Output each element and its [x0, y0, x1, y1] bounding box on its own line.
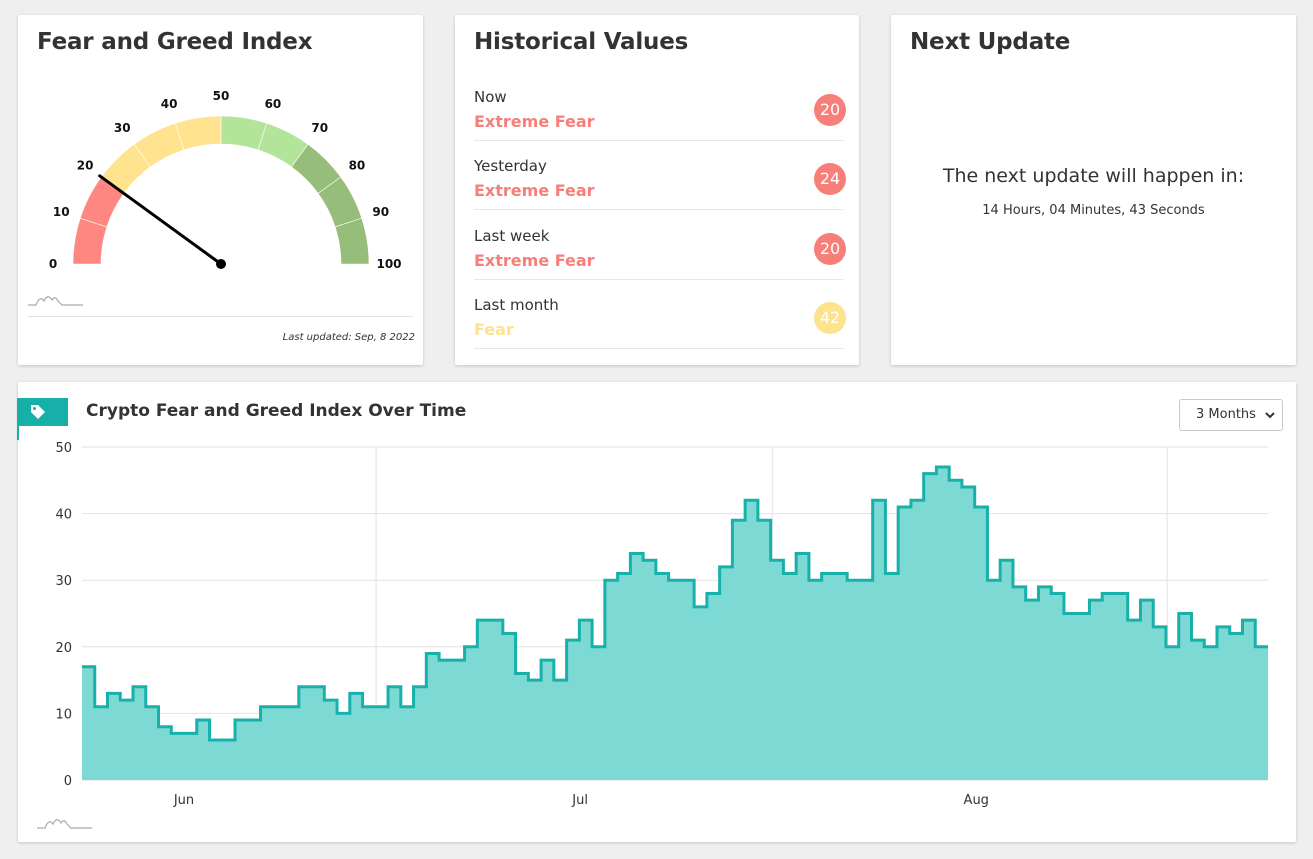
history-value-badge: 24: [814, 163, 846, 195]
gauge-scale-label: 10: [53, 205, 70, 219]
tag-edge: [17, 426, 19, 440]
gauge-scale-label: 100: [376, 257, 401, 271]
history-chart-title: Crypto Fear and Greed Index Over Time: [86, 401, 467, 421]
history-classification: Extreme Fear: [474, 251, 595, 270]
chart-tag: [17, 398, 68, 426]
history-period: Last week: [474, 227, 550, 245]
gauge-scale-label: 80: [349, 158, 366, 172]
gauge-scale-label: 90: [372, 205, 389, 219]
y-tick-label: 10: [55, 707, 72, 722]
gauge-segment: [334, 217, 370, 265]
next-update-card: Next Update The next update will happen …: [891, 15, 1296, 365]
history-row-last-week: Last week Extreme Fear 20: [474, 227, 846, 280]
history-period: Last month: [474, 296, 559, 314]
gauge-scale-label: 70: [311, 121, 328, 135]
gauge-scale-label: 50: [213, 89, 230, 103]
gauge-card-title: Fear and Greed Index: [37, 29, 313, 55]
y-tick-label: 20: [55, 641, 72, 656]
fear-greed-gauge: 0 10 20 30 40 50 60 70 80 90 100: [49, 89, 402, 271]
history-classification: Extreme Fear: [474, 181, 595, 200]
divider: [28, 316, 413, 317]
history-value-badge: 20: [814, 233, 846, 265]
history-period: Yesterday: [474, 157, 547, 175]
history-period: Now: [474, 88, 507, 106]
gauge-scale-label: 30: [114, 121, 131, 135]
history-value-badge: 20: [814, 94, 846, 126]
tag-icon: [31, 405, 45, 419]
last-updated-text: Last updated: Sep, 8 2022: [282, 332, 415, 343]
range-select[interactable]: 3 Months: [1179, 399, 1283, 431]
history-classification: Fear: [474, 320, 514, 339]
history-classification: Extreme Fear: [474, 112, 595, 131]
y-tick-label: 0: [64, 774, 72, 789]
chart-logo-icon: [28, 296, 83, 306]
history-value-badge: 42: [814, 302, 846, 334]
y-tick-label: 50: [55, 441, 72, 456]
next-update-countdown: 14 Hours, 04 Minutes, 43 Seconds: [982, 203, 1205, 218]
history-row-last-month: Last month Fear 42: [474, 296, 846, 349]
gauge-segment: [174, 115, 222, 151]
x-tick-label: Jun: [173, 793, 194, 808]
history-row-yesterday: Yesterday Extreme Fear 24: [474, 157, 846, 210]
next-update-text: The next update will happen in:: [942, 165, 1245, 187]
gauge-needle-pivot: [216, 259, 226, 269]
chevron-down-icon: [1265, 412, 1275, 419]
series-line: [82, 465, 1268, 742]
x-tick-label: Jul: [571, 793, 588, 808]
area-fill: [82, 466, 1268, 780]
y-tick-label: 40: [55, 508, 72, 523]
chart-logo-icon: [37, 819, 92, 829]
gauge-needle: [98, 174, 223, 266]
historical-values-card: Historical Values Now Extreme Fear 20 Ye…: [455, 15, 859, 365]
history-row-now: Now Extreme Fear 20: [474, 88, 846, 141]
history-chart-card: 0 10 20 30 40 50 Jun Jul Aug Crypto Fear and Gre…: [17, 382, 1296, 842]
x-tick-label: Aug: [964, 793, 989, 808]
range-select-value: 3 Months: [1196, 407, 1256, 422]
gauge-scale-label: 40: [161, 97, 178, 111]
historical-title: Historical Values: [474, 29, 689, 55]
gauge-scale-label: 20: [77, 158, 94, 172]
fear-greed-gauge-card: Fear and Greed Index 0 10 20 30 40 50 60 70 80 90…: [18, 15, 423, 365]
next-update-title: Next Update: [910, 29, 1071, 55]
fear-greed-history-chart: 0 10 20 30 40 50 Jun Jul Aug: [55, 441, 1268, 808]
gauge-scale-label: 60: [265, 97, 282, 111]
gauge-scale-label: 0: [49, 257, 57, 271]
y-tick-label: 30: [55, 574, 72, 589]
